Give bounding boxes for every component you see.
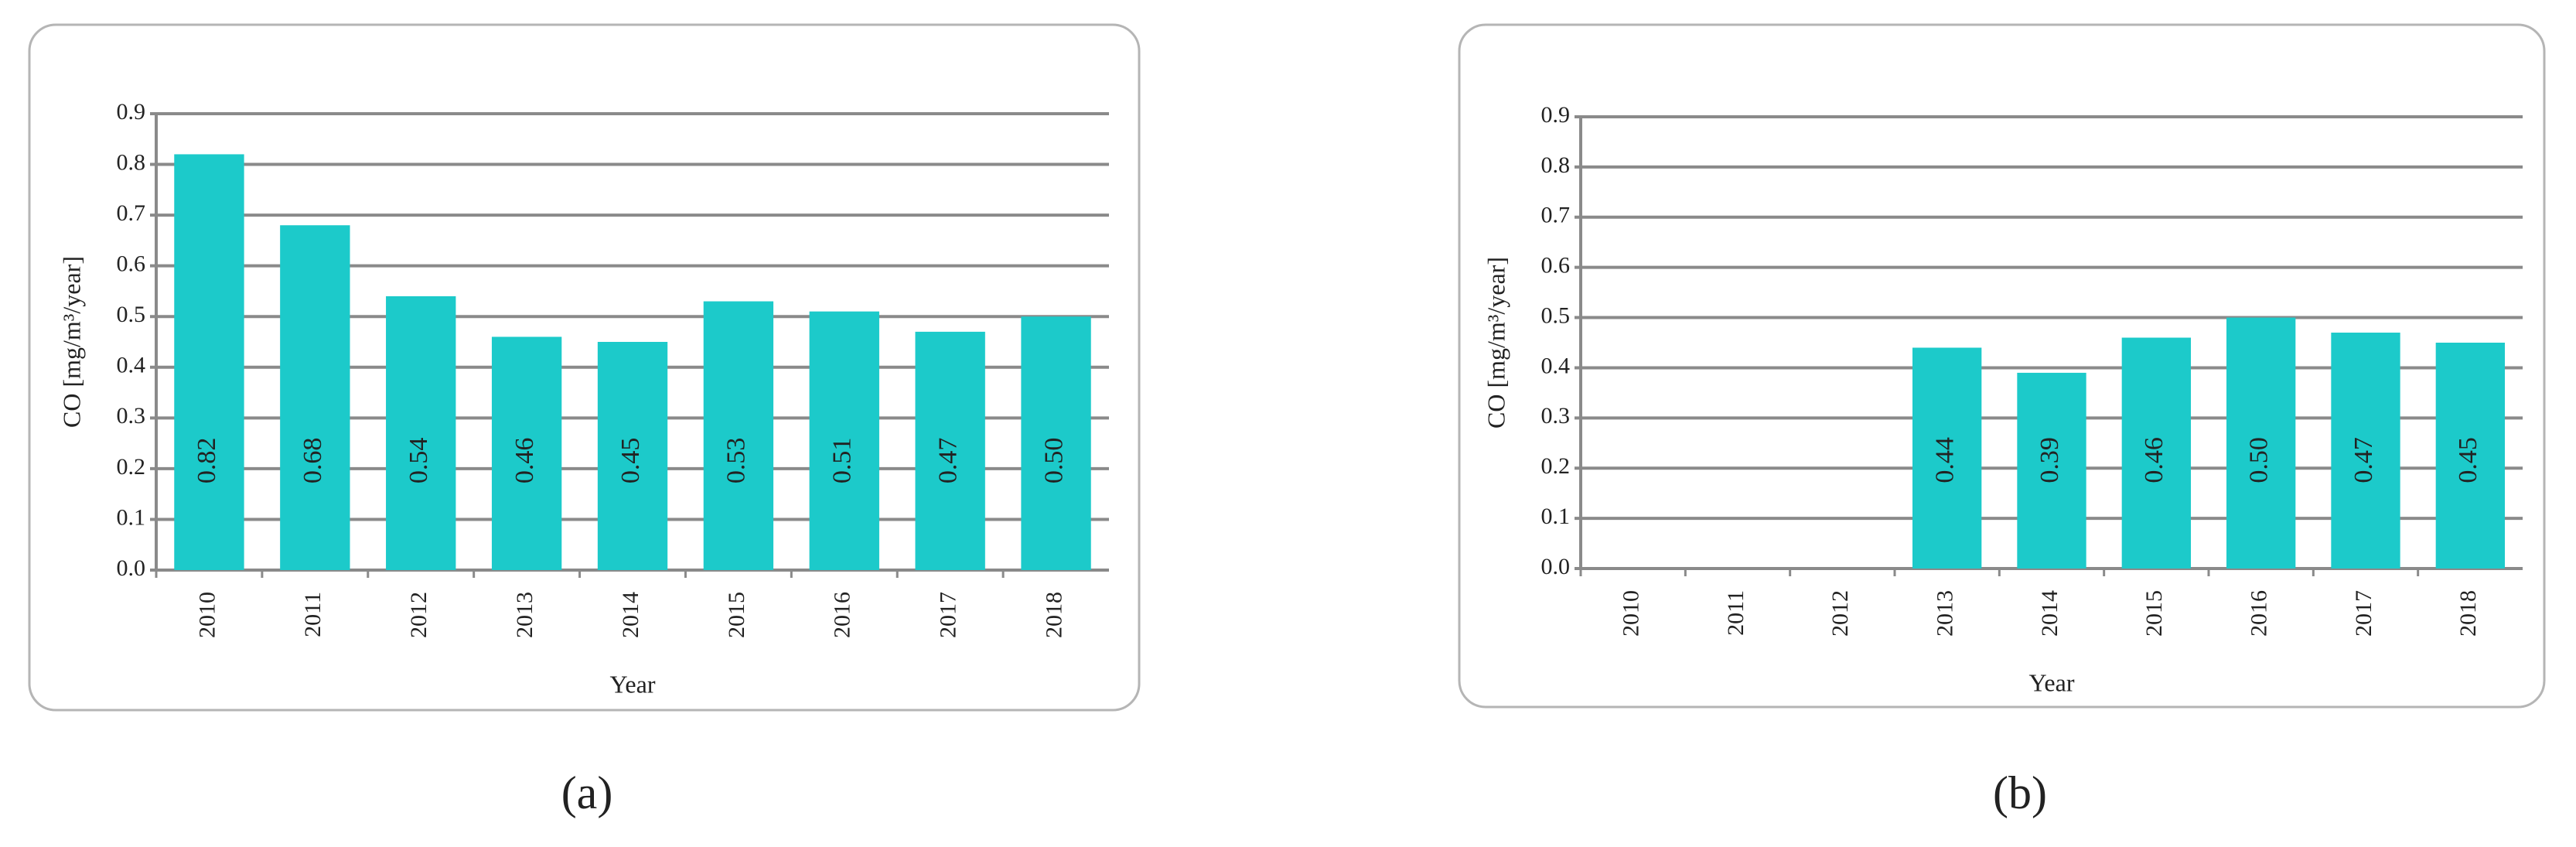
x-tick-label: 2014 xyxy=(618,592,643,638)
y-tick-label: 0.8 xyxy=(1541,152,1571,178)
y-tick-label: 0.0 xyxy=(117,555,146,581)
y-axis-label: CO [mg/m³/year] xyxy=(1482,257,1510,429)
x-tick-label: 2012 xyxy=(1827,590,1853,637)
y-tick-label: 0.6 xyxy=(1541,253,1571,278)
x-tick-label: 2017 xyxy=(2351,590,2376,637)
bar xyxy=(491,336,562,570)
x-tick-label: 2014 xyxy=(2037,590,2063,637)
y-tick-label: 0.3 xyxy=(117,403,146,429)
y-tick-label: 0.4 xyxy=(1541,353,1571,378)
y-tick-label: 0.6 xyxy=(117,251,146,277)
y-tick-label: 0.9 xyxy=(117,99,146,125)
bar xyxy=(174,154,244,570)
data-label: 0.54 xyxy=(404,438,433,484)
data-label: 0.45 xyxy=(616,438,645,484)
y-tick-label: 0.7 xyxy=(1541,203,1571,228)
x-tick-label: 2017 xyxy=(936,592,961,638)
data-label: 0.51 xyxy=(828,438,857,484)
y-axis-label: CO [mg/m³/year] xyxy=(57,256,85,428)
x-axis-label: Year xyxy=(2029,668,2075,696)
y-tick-label: 0.2 xyxy=(1541,453,1571,479)
bar xyxy=(2226,317,2296,569)
bar xyxy=(2121,337,2191,569)
data-label: 0.50 xyxy=(1039,438,1068,484)
bar xyxy=(703,301,774,570)
y-tick-label: 0.5 xyxy=(1541,302,1571,328)
data-label: 0.46 xyxy=(510,438,539,484)
x-tick-label: 2018 xyxy=(2455,590,2481,637)
y-tick-label: 0.8 xyxy=(117,149,146,175)
panel-label: (a) xyxy=(561,767,613,818)
y-tick-label: 0.3 xyxy=(1541,403,1571,429)
data-label: 0.50 xyxy=(2244,437,2273,483)
bar xyxy=(1912,347,1982,569)
bar xyxy=(386,296,456,570)
x-tick-label: 2016 xyxy=(830,592,855,638)
x-tick-label: 2018 xyxy=(1041,592,1066,638)
y-tick-label: 0.0 xyxy=(1541,554,1571,579)
y-tick-label: 0.5 xyxy=(117,302,146,327)
y-tick-label: 0.2 xyxy=(117,454,146,480)
bar xyxy=(915,331,985,570)
bar xyxy=(1021,316,1091,570)
bar xyxy=(280,225,350,570)
y-tick-label: 0.1 xyxy=(1541,504,1571,529)
data-label: 0.45 xyxy=(2454,437,2482,483)
panel-label: (b) xyxy=(1993,767,2047,818)
x-tick-label: 2011 xyxy=(1723,590,1749,636)
x-tick-label: 2015 xyxy=(724,592,749,638)
data-label: 0.82 xyxy=(193,438,221,484)
bar xyxy=(2017,372,2086,569)
x-tick-label: 2015 xyxy=(2141,590,2167,637)
x-axis-label: Year xyxy=(610,670,656,698)
y-tick-label: 0.1 xyxy=(117,504,146,530)
data-label: 0.47 xyxy=(2349,437,2378,483)
x-tick-label: 2010 xyxy=(194,592,220,638)
x-tick-label: 2010 xyxy=(1619,590,1644,637)
data-label: 0.68 xyxy=(299,438,327,484)
data-label: 0.44 xyxy=(1930,437,1959,483)
data-label: 0.46 xyxy=(2140,437,2168,483)
data-label: 0.39 xyxy=(2035,437,2064,483)
bar xyxy=(2331,333,2400,569)
bar xyxy=(809,311,879,570)
x-tick-label: 2012 xyxy=(406,592,432,638)
x-tick-label: 2011 xyxy=(300,592,326,637)
y-tick-label: 0.7 xyxy=(117,200,146,226)
bar xyxy=(597,342,668,570)
y-tick-label: 0.4 xyxy=(117,353,146,378)
x-tick-label: 2016 xyxy=(2247,590,2272,637)
x-tick-label: 2013 xyxy=(1933,590,1958,637)
bar xyxy=(2435,343,2505,569)
x-tick-label: 2013 xyxy=(512,592,537,638)
data-label: 0.47 xyxy=(933,438,962,484)
y-tick-label: 0.9 xyxy=(1541,102,1571,128)
data-label: 0.53 xyxy=(722,438,751,484)
